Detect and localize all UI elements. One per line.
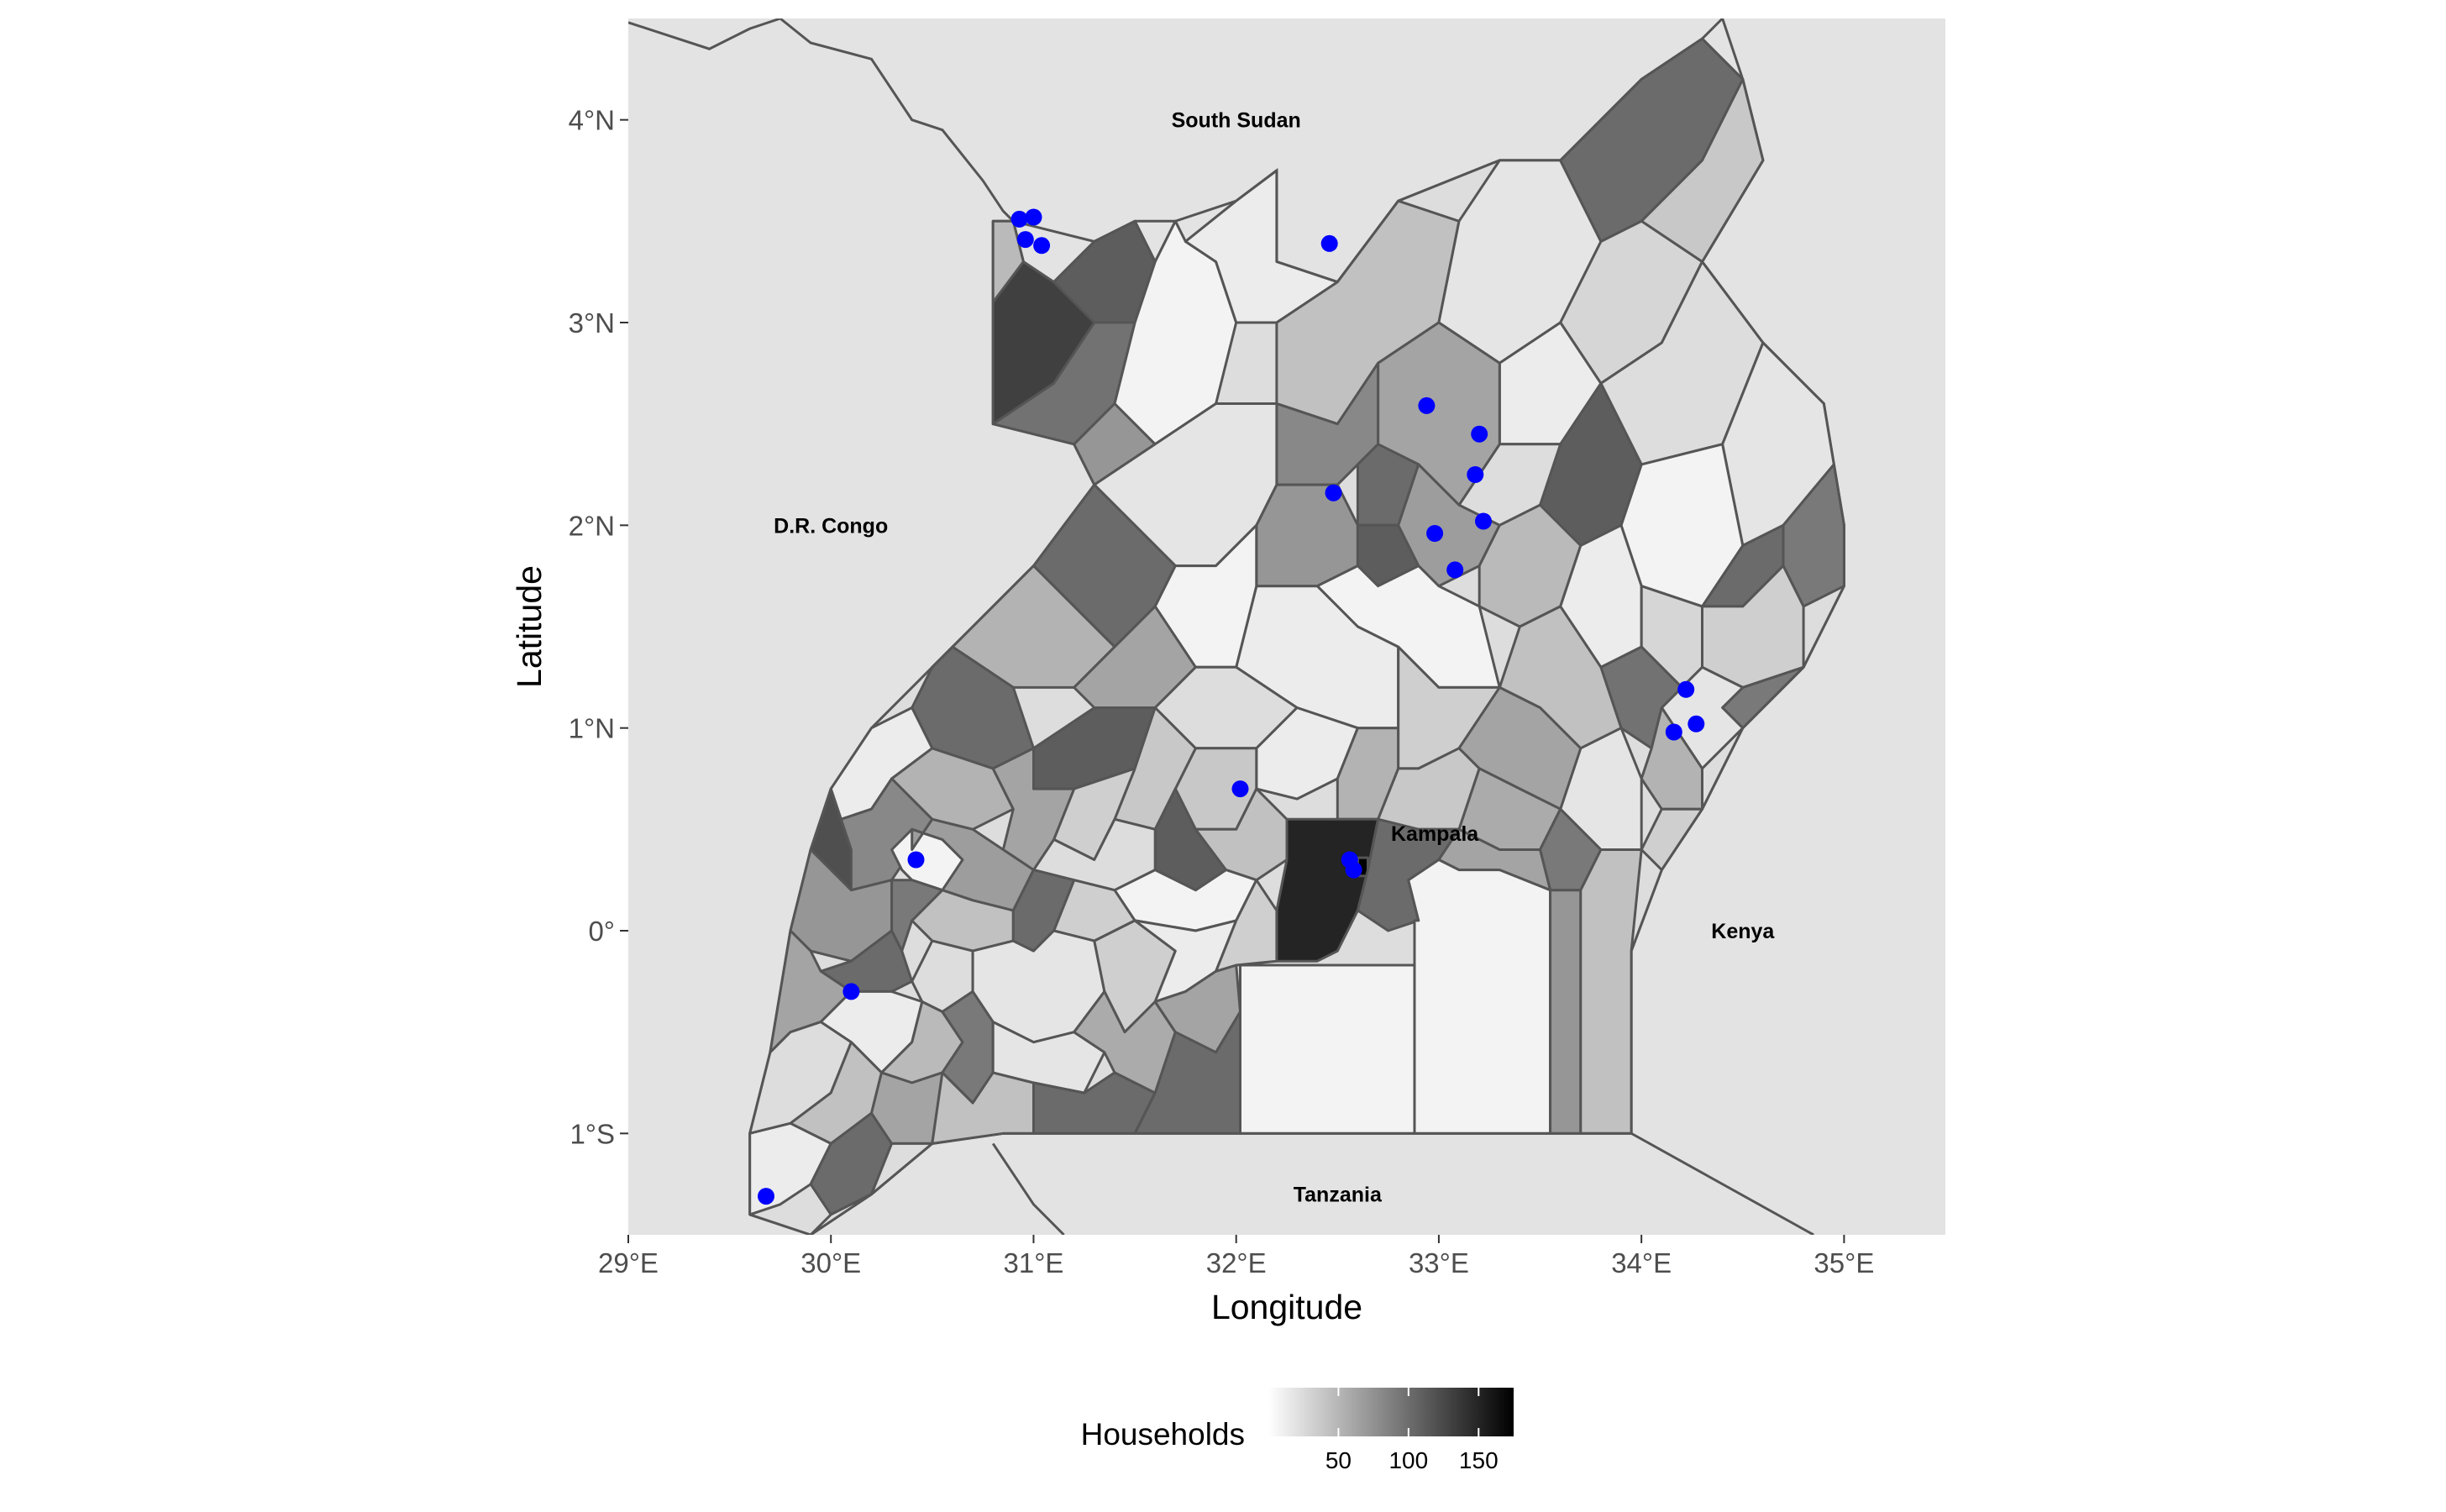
district-region <box>1133 1011 1241 1135</box>
district-region <box>1255 483 1359 588</box>
household-point <box>1320 234 1338 252</box>
household-point <box>1345 861 1362 879</box>
x-tick-label: 30°E <box>800 1247 861 1278</box>
legend-tick-label: 100 <box>1388 1447 1428 1473</box>
map-panel: South Sudan D.R. Congo Kampala Kenya Tanzani… <box>628 18 1945 1235</box>
household-point <box>1418 396 1436 414</box>
y-axis-title: Latitude <box>510 565 549 688</box>
district-region <box>1640 706 1703 811</box>
legend-colorbar <box>1268 1388 1514 1436</box>
household-point <box>907 851 925 869</box>
place-label: Tanzania <box>1294 1184 1383 1207</box>
x-tick-label: 31°E <box>1004 1247 1064 1278</box>
household-point <box>1688 715 1705 732</box>
household-point <box>1426 525 1444 542</box>
household-point <box>1025 208 1042 226</box>
household-point <box>1665 723 1682 741</box>
y-tick-label: 4°N <box>569 105 615 136</box>
legend-tick-label: 150 <box>1459 1447 1499 1473</box>
household-point <box>842 983 860 1000</box>
district-region <box>1113 219 1238 446</box>
place-labels-layer: South Sudan D.R. Congo Kampala Kenya Tanzani… <box>774 109 1775 1207</box>
y-tick-label: 2°N <box>569 510 615 541</box>
x-tick-label: 29°E <box>598 1247 659 1278</box>
x-tick-label: 34°E <box>1611 1247 1672 1278</box>
x-axis: 29°E 30°E 31°E 32°E 33°E 34°E 35°E Longitude <box>598 1235 1874 1326</box>
household-point <box>1471 425 1488 443</box>
household-point <box>1231 780 1249 798</box>
place-label: Kampala <box>1391 822 1479 846</box>
household-point <box>758 1188 774 1205</box>
y-tick-label: 0° <box>588 916 615 947</box>
legend: Households 50 100 150 <box>1081 1388 1514 1473</box>
districts-layer <box>748 37 1845 1235</box>
district-region <box>1640 807 1703 872</box>
household-point <box>1475 512 1492 530</box>
household-points-layer <box>758 208 1705 1205</box>
district-region <box>1579 848 1643 1135</box>
x-tick-label: 33°E <box>1409 1247 1469 1278</box>
y-tick-label: 1°N <box>569 713 615 744</box>
household-point <box>1467 466 1484 483</box>
household-point <box>1677 680 1695 698</box>
district-region <box>1239 963 1416 1135</box>
household-point <box>1446 561 1464 579</box>
legend-title: Households <box>1081 1417 1245 1452</box>
country-border <box>991 1142 1065 1235</box>
household-point <box>1325 484 1342 501</box>
y-axis: 4°N 3°N 2°N 1°N 0° 1°S Latitude <box>510 105 628 1149</box>
district-region <box>991 747 1076 872</box>
district-region <box>1215 879 1278 973</box>
place-label: South Sudan <box>1172 109 1301 133</box>
household-point <box>1033 237 1051 255</box>
household-point <box>1010 210 1028 228</box>
y-tick-label: 1°S <box>570 1118 615 1149</box>
y-tick-label: 3°N <box>569 307 615 339</box>
district-region <box>1407 858 1552 1135</box>
district-region <box>991 1021 1106 1095</box>
x-tick-label: 35°E <box>1814 1247 1874 1278</box>
household-point <box>1016 231 1034 249</box>
district-region <box>1549 889 1583 1135</box>
legend-tick-label: 50 <box>1325 1447 1352 1473</box>
district-region <box>1640 77 1765 264</box>
place-label: Kenya <box>1711 920 1775 943</box>
x-axis-title: Longitude <box>1211 1288 1362 1326</box>
x-tick-label: 32°E <box>1206 1247 1267 1278</box>
district-region <box>1184 169 1339 324</box>
place-label: D.R. Congo <box>774 514 888 538</box>
